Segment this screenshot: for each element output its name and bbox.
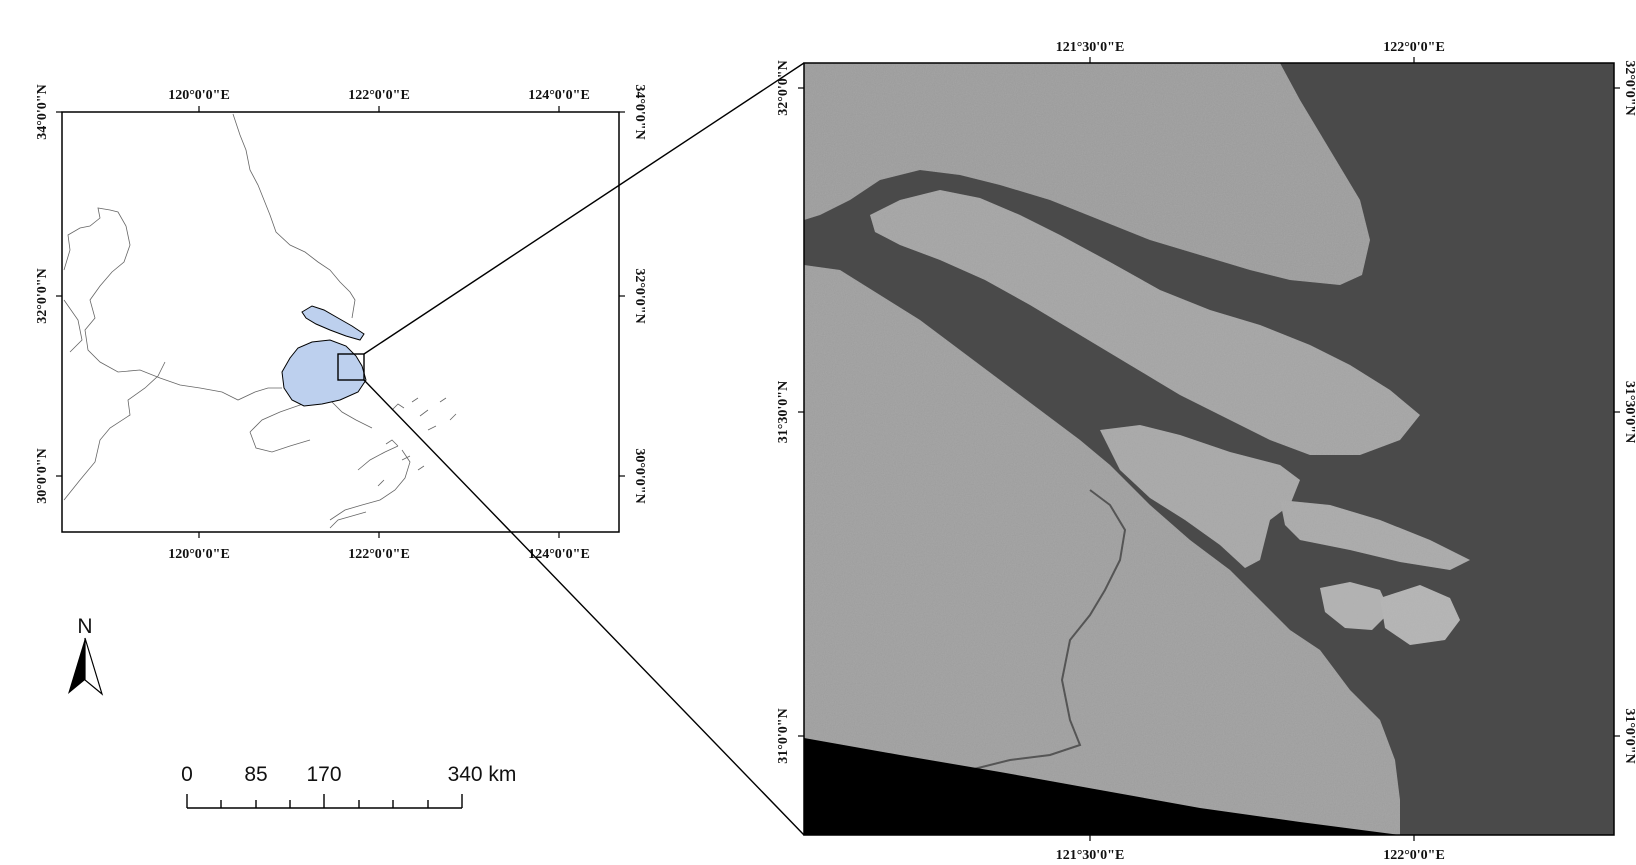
overview-left-lat-label: 32°0'0"N — [35, 268, 50, 323]
detail-top-lon-label: 122°0'0"E — [1383, 40, 1445, 55]
detail-nodata-region — [804, 738, 1400, 835]
detail-bottom-lon-labels: 121°30'0"E 122°0'0"E — [1056, 848, 1445, 863]
detail-land-shoal — [1320, 582, 1390, 630]
scale-bar-label: 0 — [181, 763, 193, 786]
zoom-connector-lines — [363, 62, 805, 836]
detail-land-shoal-2 — [1380, 585, 1460, 645]
overview-top-lon-label: 122°0'0"E — [348, 88, 410, 103]
detail-right-lat-label: 31°30'0"N — [1622, 381, 1636, 443]
scale-bar-label: 170 — [306, 763, 341, 786]
overview-map — [56, 106, 625, 538]
overview-right-lat-labels: 34°0'0"N 32°0'0"N 30°0'0"N — [632, 84, 647, 503]
scale-bar-line — [186, 794, 463, 809]
locator-box — [337, 353, 365, 381]
north-arrow: N — [68, 615, 104, 696]
detail-right-lat-label: 31°0'0"N — [1622, 708, 1636, 763]
overview-bottom-lon-label: 122°0'0"E — [348, 547, 410, 562]
north-label: N — [77, 615, 92, 638]
overview-left-lat-labels: 34°0'0"N 32°0'0"N 30°0'0"N — [35, 84, 50, 503]
shanghai-highlight — [281, 305, 367, 407]
detail-bottom-lon-label: 121°30'0"E — [1056, 848, 1125, 863]
detail-left-lat-label: 31°0'0"N — [776, 708, 791, 763]
overview-bottom-lon-labels: 120°0'0"E 122°0'0"E 124°0'0"E — [168, 547, 590, 562]
overview-top-lon-labels: 120°0'0"E 122°0'0"E 124°0'0"E — [168, 88, 590, 103]
detail-right-lat-labels: 32°0'0"N 31°30'0"N 31°0'0"N — [1622, 60, 1636, 763]
overview-ticks — [56, 106, 625, 538]
detail-left-lat-labels: 32°0'0"N 31°30'0"N 31°0'0"N — [776, 60, 791, 763]
overview-left-lat-label: 30°0'0"N — [35, 448, 50, 503]
overview-top-lon-label: 124°0'0"E — [528, 88, 590, 103]
overview-left-lat-label: 34°0'0"N — [35, 84, 50, 139]
province-boundaries — [63, 113, 457, 529]
detail-left-lat-label: 31°30'0"N — [776, 381, 791, 443]
overview-bottom-lon-label: 124°0'0"E — [528, 547, 590, 562]
detail-left-lat-label: 32°0'0"N — [776, 60, 791, 115]
detail-map — [798, 57, 1620, 841]
north-arrow-icon — [68, 637, 104, 696]
detail-top-lon-label: 121°30'0"E — [1056, 40, 1125, 55]
overview-right-lat-label: 34°0'0"N — [632, 84, 647, 139]
overview-top-lon-label: 120°0'0"E — [168, 88, 230, 103]
detail-land-north — [804, 63, 1370, 285]
detail-land-hengsha — [1280, 500, 1470, 570]
detail-bottom-lon-label: 122°0'0"E — [1383, 848, 1445, 863]
overview-right-lat-label: 32°0'0"N — [632, 268, 647, 323]
detail-right-lat-label: 32°0'0"N — [1622, 60, 1636, 115]
detail-frame — [803, 62, 1615, 836]
overview-bottom-lon-label: 120°0'0"E — [168, 547, 230, 562]
detail-land-chongming — [870, 190, 1420, 455]
detail-land-changxing — [1100, 425, 1300, 568]
detail-top-lon-labels: 121°30'0"E 122°0'0"E — [1056, 40, 1445, 55]
detail-land-south — [804, 265, 1400, 835]
detail-ticks — [798, 57, 1620, 841]
detail-river-huangpu — [969, 489, 1127, 771]
scale-bar-label: 85 — [244, 763, 267, 786]
scale-bar: 0 85 170 340 km — [181, 763, 517, 809]
overview-right-lat-label: 30°0'0"N — [632, 448, 647, 503]
scale-bar-label: 340 km — [448, 763, 517, 786]
